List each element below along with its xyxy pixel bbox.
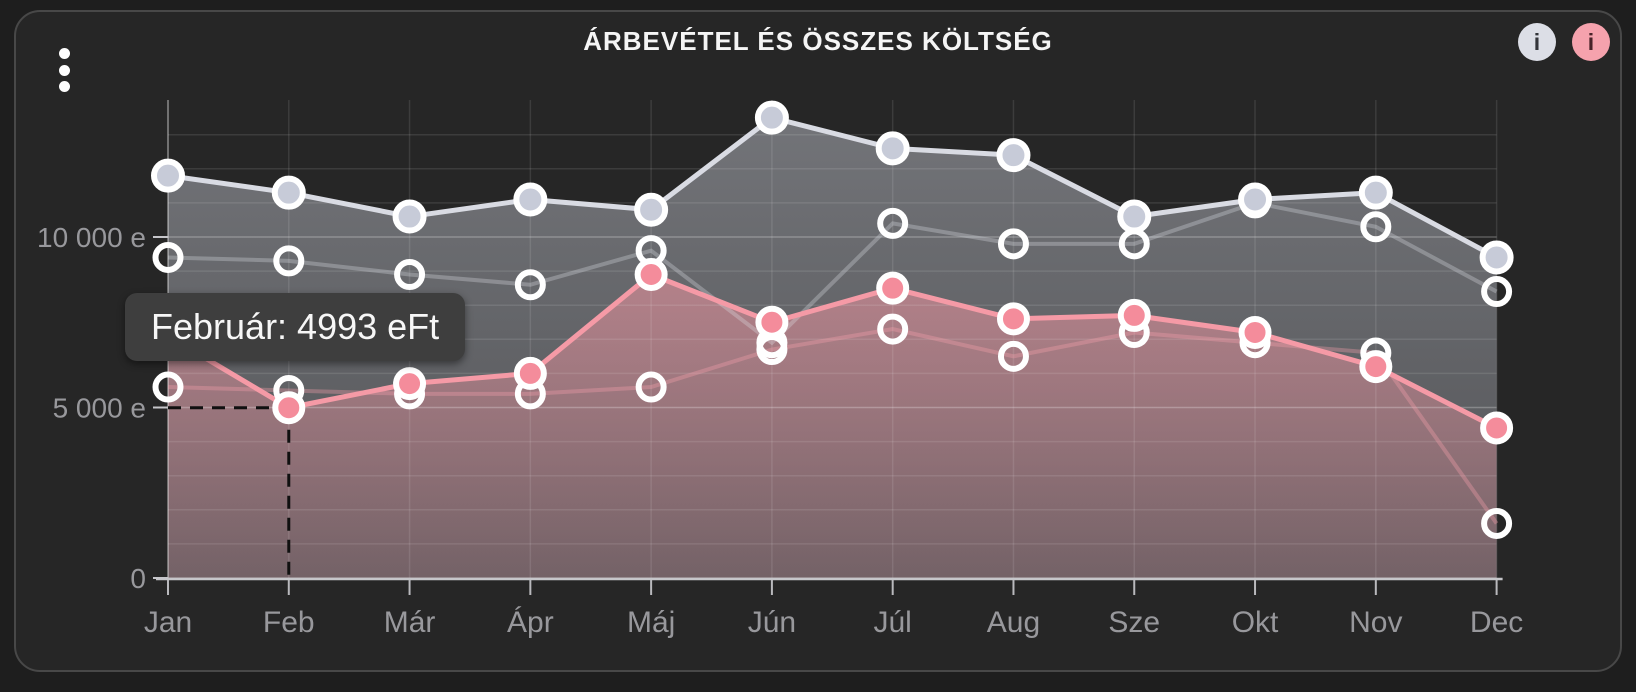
data-point-osszes-koltseg-Máj[interactable] <box>634 258 668 292</box>
data-point-arbevetel-elozo-Ápr[interactable] <box>514 269 546 301</box>
data-point-arbevetel-elozo-Aug[interactable] <box>997 228 1029 260</box>
info-button-gray[interactable]: i <box>1518 23 1556 61</box>
series-gray-comparison-line <box>167 200 1498 346</box>
kebab-dot <box>58 81 70 92</box>
info-icon: i <box>1587 28 1595 55</box>
data-point-arbevetel-elozo-Nov[interactable] <box>1360 211 1392 243</box>
x-axis-label: Máj <box>627 606 675 639</box>
x-axis-label: Sze <box>1108 606 1160 639</box>
x-axis-label: Jún <box>748 606 796 639</box>
data-point-arbevetel-Feb[interactable] <box>271 175 306 210</box>
data-point-osszes-koltseg-Júl[interactable] <box>876 271 910 305</box>
x-axis-label: Jan <box>144 606 192 639</box>
data-point-arbevetel-elozo-Már[interactable] <box>394 259 426 291</box>
data-point-osszes-koltseg-Sze[interactable] <box>1117 298 1151 332</box>
data-point-arbevetel-Jan[interactable] <box>151 158 185 193</box>
x-axis-label: Nov <box>1349 606 1402 639</box>
data-point-arbevetel-Máj[interactable] <box>634 192 669 227</box>
info-icon: i <box>1533 28 1541 55</box>
info-button-pink[interactable]: i <box>1572 23 1610 61</box>
data-point-arbevetel-Nov[interactable] <box>1358 175 1393 210</box>
data-point-arbevetel-Dec[interactable] <box>1479 240 1514 275</box>
data-point-arbevetel-Aug[interactable] <box>996 138 1031 173</box>
data-point-osszes-koltseg-Okt[interactable] <box>1238 315 1272 349</box>
data-point-osszes-koltseg-Aug[interactable] <box>996 302 1030 336</box>
data-point-osszes-koltseg-elozo-Jan[interactable] <box>152 371 184 403</box>
tooltip-text: Február: 4993 eFt <box>151 306 440 347</box>
data-point-osszes-koltseg-elozo-Aug[interactable] <box>997 340 1029 372</box>
data-point-arbevetel-elozo-Júl[interactable] <box>877 207 909 239</box>
y-axis-label: 0 <box>130 563 146 594</box>
data-point-arbevetel-Már[interactable] <box>392 199 427 234</box>
data-point-osszes-koltseg-Már[interactable] <box>393 367 427 401</box>
kebab-dot <box>58 64 70 76</box>
x-axis-label: Feb <box>263 606 315 639</box>
data-point-arbevetel-elozo-Jan[interactable] <box>152 241 184 273</box>
data-point-arbevetel-Sze[interactable] <box>1117 199 1152 234</box>
series-pink-comparison-line <box>167 327 1499 525</box>
x-axis-label: Már <box>384 606 436 639</box>
data-point-arbevetel-elozo-Feb[interactable] <box>273 245 305 277</box>
y-axis-label: 5 000 e <box>53 393 146 424</box>
data-point-osszes-koltseg-elozo-Dec[interactable] <box>1481 507 1513 539</box>
data-point-arbevetel-Jún[interactable] <box>754 100 789 135</box>
series-gray-line <box>167 115 1498 260</box>
x-axis-label: Dec <box>1470 606 1523 639</box>
data-point-arbevetel-Okt[interactable] <box>1238 182 1273 217</box>
chart-title: ÁRBEVÉTEL ÉS ÖSSZES KÖLTSÉG <box>583 26 1053 56</box>
x-axis-label: Ápr <box>507 606 554 639</box>
data-point-osszes-koltseg-elozo-Máj[interactable] <box>635 371 667 403</box>
tooltip: Február: 4993 eFt <box>125 293 466 361</box>
data-point-osszes-koltseg-Dec[interactable] <box>1480 411 1514 445</box>
data-point-osszes-koltseg-elozo-Júl[interactable] <box>877 313 909 345</box>
data-point-osszes-koltseg-Nov[interactable] <box>1359 350 1393 384</box>
data-point-arbevetel-Júl[interactable] <box>875 131 910 166</box>
kebab-dot <box>58 48 70 59</box>
series-pink-area <box>168 274 1497 578</box>
kebab-menu-icon[interactable] <box>52 48 76 92</box>
data-point-osszes-koltseg-Ápr[interactable] <box>513 356 547 390</box>
y-axis-label: 10 000 e <box>37 222 146 253</box>
x-axis-label: Aug <box>987 606 1040 639</box>
data-point-osszes-koltseg-Jún[interactable] <box>755 305 789 339</box>
data-point-arbevetel-Ápr[interactable] <box>513 182 548 217</box>
data-point-arbevetel-elozo-Dec[interactable] <box>1481 276 1513 308</box>
data-point-osszes-koltseg-Feb[interactable] <box>272 391 306 425</box>
x-axis-label: Okt <box>1232 606 1279 639</box>
series-pink-line <box>166 272 1498 431</box>
series-gray-markers <box>151 100 1514 275</box>
x-axis-label: Júl <box>874 606 912 639</box>
series-pink-markers <box>151 258 1514 445</box>
